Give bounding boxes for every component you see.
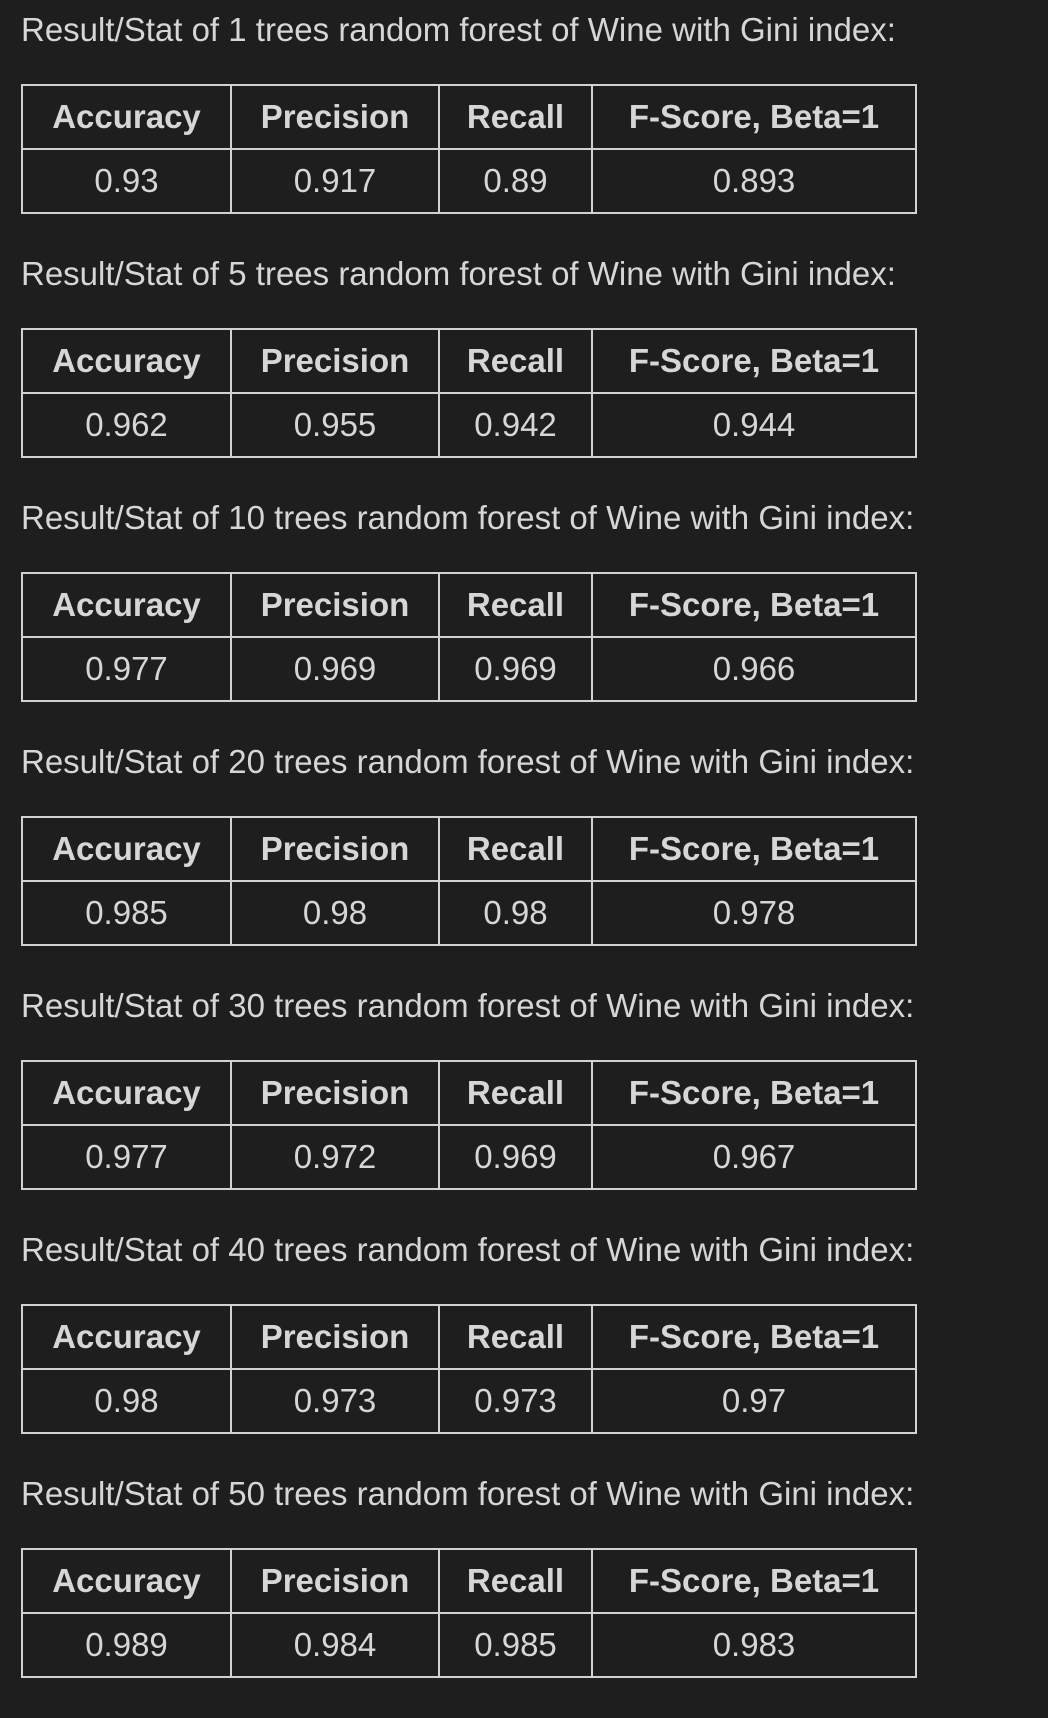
precision-value: 0.98 bbox=[230, 880, 440, 946]
header-row: Accuracy Precision Recall F-Score, Beta=… bbox=[21, 84, 917, 150]
stats-table: Accuracy Precision Recall F-Score, Beta=… bbox=[21, 328, 917, 458]
stats-table: Accuracy Precision Recall F-Score, Beta=… bbox=[21, 84, 917, 214]
stats-table: Accuracy Precision Recall F-Score, Beta=… bbox=[21, 1060, 917, 1190]
header-row: Accuracy Precision Recall F-Score, Beta=… bbox=[21, 816, 917, 882]
fscore-header: F-Score, Beta=1 bbox=[591, 572, 917, 638]
stats-table: Accuracy Precision Recall F-Score, Beta=… bbox=[21, 1304, 917, 1434]
precision-header: Precision bbox=[230, 328, 440, 394]
accuracy-value: 0.989 bbox=[21, 1612, 232, 1678]
accuracy-header: Accuracy bbox=[21, 1304, 232, 1370]
fscore-value: 0.944 bbox=[591, 392, 917, 458]
accuracy-value: 0.93 bbox=[21, 148, 232, 214]
recall-value: 0.985 bbox=[438, 1612, 593, 1678]
fscore-header: F-Score, Beta=1 bbox=[591, 816, 917, 882]
recall-value: 0.973 bbox=[438, 1368, 593, 1434]
precision-value: 0.955 bbox=[230, 392, 440, 458]
result-caption: Result/Stat of 50 trees random forest of… bbox=[21, 1475, 915, 1512]
precision-header: Precision bbox=[230, 84, 440, 150]
accuracy-header: Accuracy bbox=[21, 84, 232, 150]
accuracy-header: Accuracy bbox=[21, 572, 232, 638]
precision-header: Precision bbox=[230, 816, 440, 882]
fscore-value: 0.967 bbox=[591, 1124, 917, 1190]
accuracy-value: 0.977 bbox=[21, 1124, 232, 1190]
result-caption: Result/Stat of 20 trees random forest of… bbox=[21, 743, 915, 780]
fscore-value: 0.978 bbox=[591, 880, 917, 946]
fscore-value: 0.893 bbox=[591, 148, 917, 214]
fscore-header: F-Score, Beta=1 bbox=[591, 84, 917, 150]
value-row: 0.977 0.972 0.969 0.967 bbox=[21, 1124, 917, 1190]
recall-value: 0.98 bbox=[438, 880, 593, 946]
result-block: Result/Stat of 50 trees random forest of… bbox=[21, 1474, 1048, 1718]
accuracy-value: 0.985 bbox=[21, 880, 232, 946]
precision-value: 0.972 bbox=[230, 1124, 440, 1190]
stats-table: Accuracy Precision Recall F-Score, Beta=… bbox=[21, 1548, 917, 1678]
accuracy-header: Accuracy bbox=[21, 328, 232, 394]
fscore-header: F-Score, Beta=1 bbox=[591, 1548, 917, 1614]
header-row: Accuracy Precision Recall F-Score, Beta=… bbox=[21, 1060, 917, 1126]
fscore-header: F-Score, Beta=1 bbox=[591, 328, 917, 394]
result-caption: Result/Stat of 40 trees random forest of… bbox=[21, 1231, 915, 1268]
accuracy-value: 0.977 bbox=[21, 636, 232, 702]
result-block: Result/Stat of 30 trees random forest of… bbox=[21, 986, 1048, 1230]
stats-table: Accuracy Precision Recall F-Score, Beta=… bbox=[21, 816, 917, 946]
recall-value: 0.969 bbox=[438, 1124, 593, 1190]
precision-value: 0.917 bbox=[230, 148, 440, 214]
result-caption: Result/Stat of 1 trees random forest of … bbox=[21, 11, 896, 48]
accuracy-header: Accuracy bbox=[21, 1548, 232, 1614]
accuracy-value: 0.98 bbox=[21, 1368, 232, 1434]
precision-value: 0.973 bbox=[230, 1368, 440, 1434]
fscore-header: F-Score, Beta=1 bbox=[591, 1060, 917, 1126]
precision-header: Precision bbox=[230, 572, 440, 638]
precision-value: 0.969 bbox=[230, 636, 440, 702]
stats-table: Accuracy Precision Recall F-Score, Beta=… bbox=[21, 572, 917, 702]
accuracy-value: 0.962 bbox=[21, 392, 232, 458]
recall-header: Recall bbox=[438, 84, 593, 150]
recall-value: 0.89 bbox=[438, 148, 593, 214]
header-row: Accuracy Precision Recall F-Score, Beta=… bbox=[21, 1304, 917, 1370]
recall-value: 0.969 bbox=[438, 636, 593, 702]
precision-header: Precision bbox=[230, 1304, 440, 1370]
result-caption: Result/Stat of 5 trees random forest of … bbox=[21, 255, 896, 292]
precision-header: Precision bbox=[230, 1060, 440, 1126]
precision-header: Precision bbox=[230, 1548, 440, 1614]
recall-header: Recall bbox=[438, 1548, 593, 1614]
header-row: Accuracy Precision Recall F-Score, Beta=… bbox=[21, 572, 917, 638]
fscore-value: 0.983 bbox=[591, 1612, 917, 1678]
recall-header: Recall bbox=[438, 1304, 593, 1370]
result-block: Result/Stat of 20 trees random forest of… bbox=[21, 742, 1048, 986]
fscore-value: 0.966 bbox=[591, 636, 917, 702]
header-row: Accuracy Precision Recall F-Score, Beta=… bbox=[21, 1548, 917, 1614]
recall-header: Recall bbox=[438, 572, 593, 638]
recall-header: Recall bbox=[438, 328, 593, 394]
value-row: 0.98 0.973 0.973 0.97 bbox=[21, 1368, 917, 1434]
header-row: Accuracy Precision Recall F-Score, Beta=… bbox=[21, 328, 917, 394]
result-block: Result/Stat of 5 trees random forest of … bbox=[21, 254, 1048, 498]
accuracy-header: Accuracy bbox=[21, 816, 232, 882]
fscore-value: 0.97 bbox=[591, 1368, 917, 1434]
value-row: 0.977 0.969 0.969 0.966 bbox=[21, 636, 917, 702]
accuracy-header: Accuracy bbox=[21, 1060, 232, 1126]
value-row: 0.989 0.984 0.985 0.983 bbox=[21, 1612, 917, 1678]
value-row: 0.985 0.98 0.98 0.978 bbox=[21, 880, 917, 946]
recall-header: Recall bbox=[438, 1060, 593, 1126]
value-row: 0.93 0.917 0.89 0.893 bbox=[21, 148, 917, 214]
value-row: 0.962 0.955 0.942 0.944 bbox=[21, 392, 917, 458]
recall-header: Recall bbox=[438, 816, 593, 882]
fscore-header: F-Score, Beta=1 bbox=[591, 1304, 917, 1370]
result-caption: Result/Stat of 10 trees random forest of… bbox=[21, 499, 915, 536]
recall-value: 0.942 bbox=[438, 392, 593, 458]
precision-value: 0.984 bbox=[230, 1612, 440, 1678]
result-block: Result/Stat of 10 trees random forest of… bbox=[21, 498, 1048, 742]
result-block: Result/Stat of 1 trees random forest of … bbox=[21, 10, 1048, 254]
result-block: Result/Stat of 40 trees random forest of… bbox=[21, 1230, 1048, 1474]
result-caption: Result/Stat of 30 trees random forest of… bbox=[21, 987, 915, 1024]
